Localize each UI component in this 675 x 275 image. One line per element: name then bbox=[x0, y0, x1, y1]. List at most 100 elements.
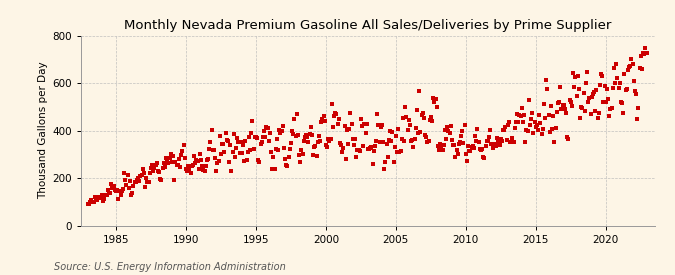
Point bbox=[429, 100, 439, 105]
Point bbox=[352, 148, 362, 152]
Point bbox=[372, 112, 383, 117]
Point bbox=[610, 81, 620, 86]
Point bbox=[505, 140, 516, 145]
Point bbox=[339, 124, 350, 128]
Point bbox=[106, 182, 117, 186]
Point bbox=[627, 62, 638, 66]
Point bbox=[462, 158, 472, 163]
Point bbox=[441, 125, 452, 129]
Point bbox=[259, 129, 269, 133]
Point bbox=[536, 131, 547, 136]
Point bbox=[284, 155, 294, 160]
Point bbox=[417, 111, 428, 115]
Point bbox=[587, 95, 597, 99]
Point bbox=[90, 195, 101, 200]
Point bbox=[202, 158, 213, 162]
Point bbox=[93, 195, 104, 199]
Point bbox=[433, 144, 443, 148]
Point bbox=[446, 138, 457, 142]
Point bbox=[395, 149, 406, 153]
Point bbox=[463, 144, 474, 149]
Point bbox=[184, 168, 195, 173]
Point bbox=[407, 138, 418, 142]
Point bbox=[112, 188, 123, 192]
Point bbox=[381, 142, 392, 147]
Point bbox=[113, 197, 124, 201]
Point bbox=[127, 191, 138, 195]
Point bbox=[389, 145, 400, 149]
Point bbox=[260, 134, 271, 139]
Point bbox=[223, 139, 234, 143]
Point bbox=[583, 100, 594, 104]
Point bbox=[188, 162, 198, 167]
Point bbox=[239, 159, 250, 164]
Point bbox=[435, 141, 446, 146]
Point bbox=[403, 118, 414, 123]
Point bbox=[374, 139, 385, 144]
Point bbox=[87, 200, 98, 204]
Point bbox=[568, 71, 578, 75]
Point bbox=[608, 86, 618, 90]
Point bbox=[430, 97, 441, 101]
Point bbox=[638, 51, 649, 55]
Point bbox=[240, 138, 251, 143]
Point bbox=[130, 180, 141, 184]
Point bbox=[436, 144, 447, 148]
Point bbox=[317, 117, 328, 121]
Point bbox=[528, 131, 539, 135]
Point bbox=[86, 197, 97, 202]
Point bbox=[119, 171, 130, 175]
Point bbox=[529, 119, 540, 124]
Point bbox=[300, 133, 311, 138]
Point bbox=[267, 166, 277, 171]
Point bbox=[193, 167, 204, 171]
Point bbox=[493, 139, 504, 144]
Point bbox=[593, 111, 604, 115]
Point bbox=[526, 116, 537, 121]
Point bbox=[289, 117, 300, 121]
Point bbox=[427, 119, 437, 123]
Point bbox=[202, 156, 213, 161]
Point bbox=[633, 106, 644, 110]
Point bbox=[256, 140, 267, 144]
Point bbox=[475, 147, 485, 151]
Point bbox=[380, 160, 391, 164]
Point bbox=[507, 136, 518, 140]
Point bbox=[489, 144, 500, 148]
Point bbox=[189, 154, 200, 159]
Point bbox=[297, 152, 308, 156]
Point bbox=[387, 130, 398, 134]
Point bbox=[563, 137, 574, 141]
Point bbox=[144, 171, 155, 175]
Point bbox=[128, 183, 139, 188]
Y-axis label: Thousand Gallons per Day: Thousand Gallons per Day bbox=[38, 62, 48, 199]
Point bbox=[313, 134, 324, 139]
Point bbox=[323, 137, 333, 141]
Point bbox=[330, 111, 341, 115]
Point bbox=[198, 167, 209, 172]
Point bbox=[215, 133, 225, 138]
Point bbox=[535, 121, 546, 125]
Point bbox=[122, 173, 133, 178]
Point bbox=[204, 147, 215, 151]
Point bbox=[534, 112, 545, 117]
Point bbox=[225, 142, 236, 147]
Point bbox=[590, 108, 601, 113]
Point bbox=[129, 179, 140, 184]
Point bbox=[327, 125, 338, 130]
Point bbox=[412, 130, 423, 135]
Point bbox=[342, 127, 352, 132]
Point bbox=[277, 124, 288, 128]
Point bbox=[100, 193, 111, 197]
Point bbox=[421, 134, 431, 139]
Point bbox=[178, 143, 189, 148]
Point bbox=[589, 90, 599, 94]
Point bbox=[484, 135, 495, 139]
Point bbox=[431, 104, 442, 109]
Point bbox=[386, 139, 397, 144]
Point bbox=[464, 148, 475, 153]
Point bbox=[385, 129, 396, 133]
Point bbox=[226, 169, 237, 173]
Point bbox=[115, 193, 126, 197]
Point bbox=[273, 148, 284, 153]
